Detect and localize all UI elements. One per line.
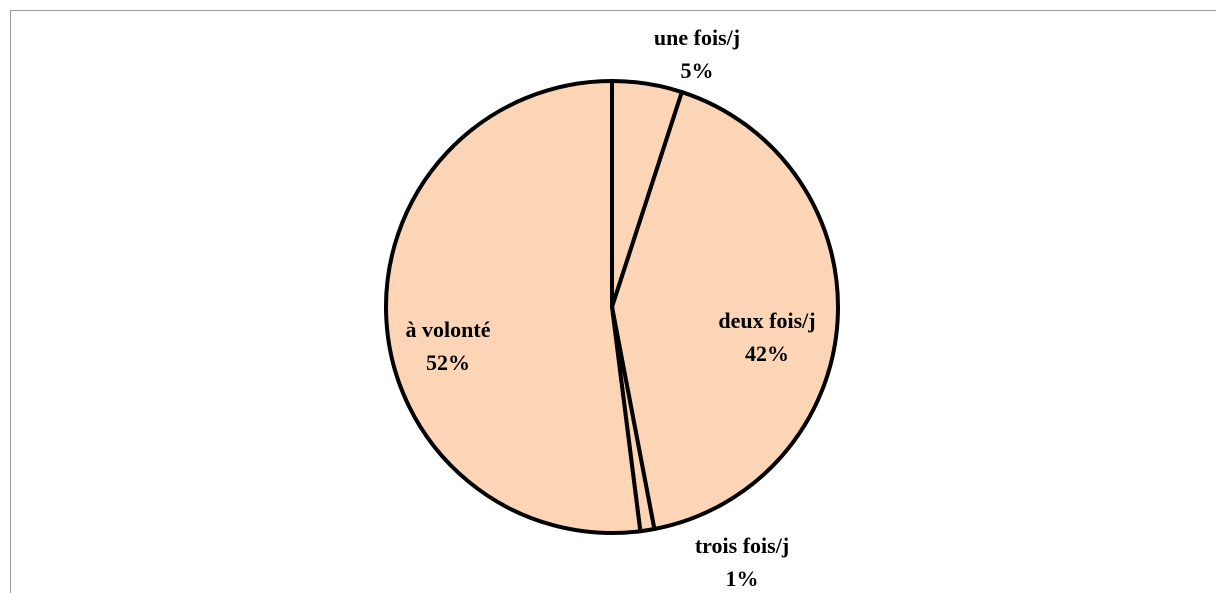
slice-label: deux fois/j (718, 308, 815, 333)
slice-value-label: 52% (426, 350, 470, 375)
chart-frame (10, 10, 1216, 593)
slice-label: à volonté (406, 317, 491, 342)
pie-slice (384, 79, 643, 535)
pie-slice (610, 90, 840, 531)
slice-value-label: 42% (745, 341, 789, 366)
slice-label: une fois/j (654, 25, 740, 50)
slice-value-label: 1% (726, 566, 759, 591)
slice-label: trois fois/j (695, 533, 789, 558)
slice-value-label: 5% (681, 58, 714, 83)
